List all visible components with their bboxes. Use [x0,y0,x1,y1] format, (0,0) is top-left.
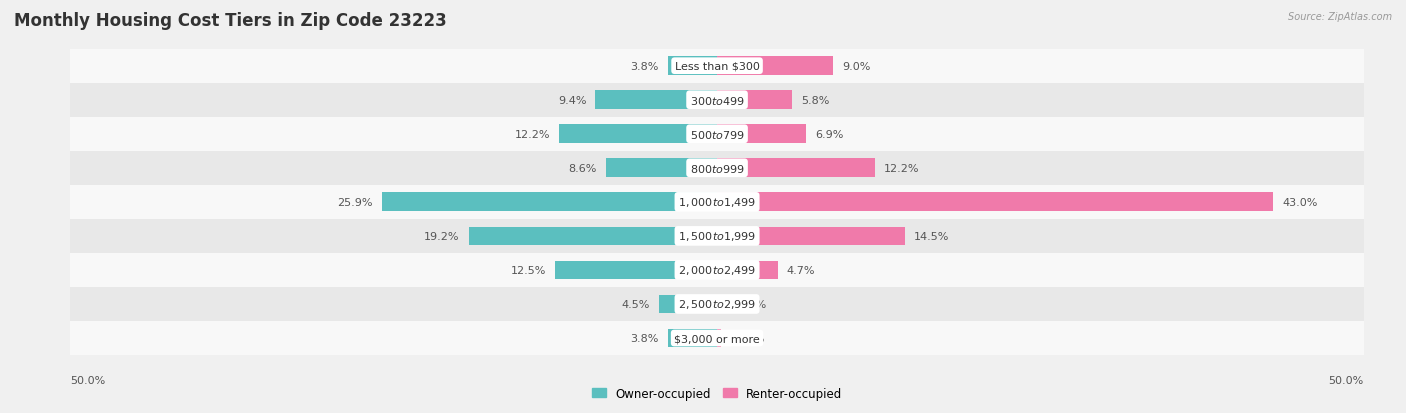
Text: 8.6%: 8.6% [568,164,596,173]
Bar [606,159,717,178]
Text: $1,500 to $1,999: $1,500 to $1,999 [678,230,756,243]
Text: Less than $300: Less than $300 [675,62,759,71]
Text: 25.9%: 25.9% [337,197,373,207]
Bar [717,227,904,246]
Text: 50.0%: 50.0% [70,375,105,385]
Text: 12.5%: 12.5% [510,265,547,275]
Text: 9.0%: 9.0% [842,62,870,71]
Text: 4.7%: 4.7% [787,265,815,275]
Bar [560,125,717,144]
Text: 0.27%: 0.27% [730,333,765,343]
Text: 3.8%: 3.8% [630,333,659,343]
Bar [659,295,717,313]
Bar [717,329,720,348]
Text: $500 to $799: $500 to $799 [689,128,745,140]
Bar [717,261,778,280]
Bar [70,321,1364,355]
Text: 12.2%: 12.2% [884,164,920,173]
Bar [70,219,1364,253]
Bar [717,193,1274,212]
Text: Monthly Housing Cost Tiers in Zip Code 23223: Monthly Housing Cost Tiers in Zip Code 2… [14,12,447,30]
Text: 4.5%: 4.5% [621,299,650,309]
Text: $800 to $999: $800 to $999 [689,162,745,174]
Text: 5.8%: 5.8% [801,95,830,105]
Text: 43.0%: 43.0% [1282,197,1317,207]
Bar [668,57,717,76]
Bar [668,329,717,348]
Text: $2,500 to $2,999: $2,500 to $2,999 [678,298,756,311]
Text: 12.2%: 12.2% [515,129,550,140]
Bar [382,193,717,212]
Text: 6.9%: 6.9% [815,129,844,140]
Legend: Owner-occupied, Renter-occupied: Owner-occupied, Renter-occupied [586,382,848,404]
Text: $2,000 to $2,499: $2,000 to $2,499 [678,264,756,277]
Text: $1,000 to $1,499: $1,000 to $1,499 [678,196,756,209]
Bar [70,152,1364,185]
Text: Source: ZipAtlas.com: Source: ZipAtlas.com [1288,12,1392,22]
Bar [468,227,717,246]
Bar [717,91,792,110]
Bar [70,185,1364,219]
Bar [70,50,1364,83]
Bar [717,57,834,76]
Bar [717,125,806,144]
Text: 9.4%: 9.4% [558,95,586,105]
Text: $300 to $499: $300 to $499 [689,95,745,107]
Bar [70,83,1364,117]
Bar [70,253,1364,287]
Bar [555,261,717,280]
Bar [70,287,1364,321]
Text: 1.0%: 1.0% [740,299,768,309]
Bar [717,159,875,178]
Text: 3.8%: 3.8% [630,62,659,71]
Bar [717,295,730,313]
Bar [596,91,717,110]
Bar [70,117,1364,152]
Text: 19.2%: 19.2% [425,231,460,241]
Text: 50.0%: 50.0% [1329,375,1364,385]
Text: $3,000 or more: $3,000 or more [675,333,759,343]
Text: 14.5%: 14.5% [914,231,949,241]
